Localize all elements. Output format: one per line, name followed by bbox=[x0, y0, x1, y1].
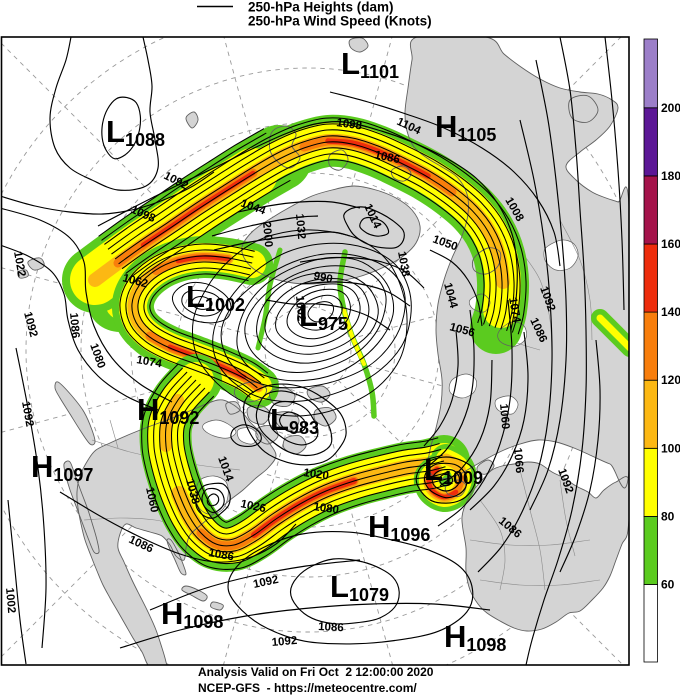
svg-text:1074: 1074 bbox=[506, 296, 522, 324]
svg-text:1038: 1038 bbox=[395, 250, 411, 278]
svg-text:1086: 1086 bbox=[207, 547, 234, 563]
svg-text:1060: 1060 bbox=[143, 486, 160, 514]
svg-text:1002: 1002 bbox=[3, 587, 17, 614]
svg-text:1086: 1086 bbox=[318, 621, 344, 634]
svg-text:1086: 1086 bbox=[67, 312, 81, 339]
svg-text:250-hPa Wind Speed (Knots): 250-hPa Wind Speed (Knots) bbox=[248, 14, 432, 29]
svg-text:2000: 2000 bbox=[260, 221, 274, 248]
svg-text:1026: 1026 bbox=[239, 498, 267, 515]
svg-text:1092: 1092 bbox=[252, 574, 280, 591]
svg-text:1092: 1092 bbox=[19, 400, 35, 427]
svg-text:60: 60 bbox=[661, 578, 675, 592]
svg-text:1074: 1074 bbox=[135, 354, 163, 370]
svg-text:200: 200 bbox=[661, 101, 680, 115]
svg-text:160: 160 bbox=[661, 237, 680, 251]
svg-text:1066: 1066 bbox=[511, 447, 525, 474]
svg-text:1002: 1002 bbox=[293, 295, 307, 322]
svg-text:80: 80 bbox=[661, 509, 675, 523]
svg-text:250-hPa Heights (dam): 250-hPa Heights (dam) bbox=[248, 0, 394, 15]
svg-text:1022: 1022 bbox=[11, 250, 27, 277]
svg-text:1032: 1032 bbox=[293, 213, 307, 240]
svg-text:1092: 1092 bbox=[271, 635, 298, 649]
svg-text:990: 990 bbox=[312, 270, 333, 286]
svg-text:NCEP-GFS - https://meteocentr: NCEP-GFS - https://meteocentre.com/ bbox=[198, 681, 417, 695]
svg-text:1086: 1086 bbox=[373, 149, 401, 166]
svg-text:120: 120 bbox=[661, 373, 680, 387]
svg-text:1098: 1098 bbox=[336, 117, 364, 133]
svg-text:Analysis Valid on Fri Oct 2 1: Analysis Valid on Fri Oct 2 12:00:00 202… bbox=[198, 665, 434, 679]
svg-text:100: 100 bbox=[661, 441, 680, 455]
svg-text:180: 180 bbox=[661, 169, 680, 183]
svg-text:1080: 1080 bbox=[313, 501, 340, 516]
svg-text:1020: 1020 bbox=[303, 467, 330, 482]
svg-text:140: 140 bbox=[661, 305, 680, 319]
svg-text:1060: 1060 bbox=[497, 403, 511, 430]
